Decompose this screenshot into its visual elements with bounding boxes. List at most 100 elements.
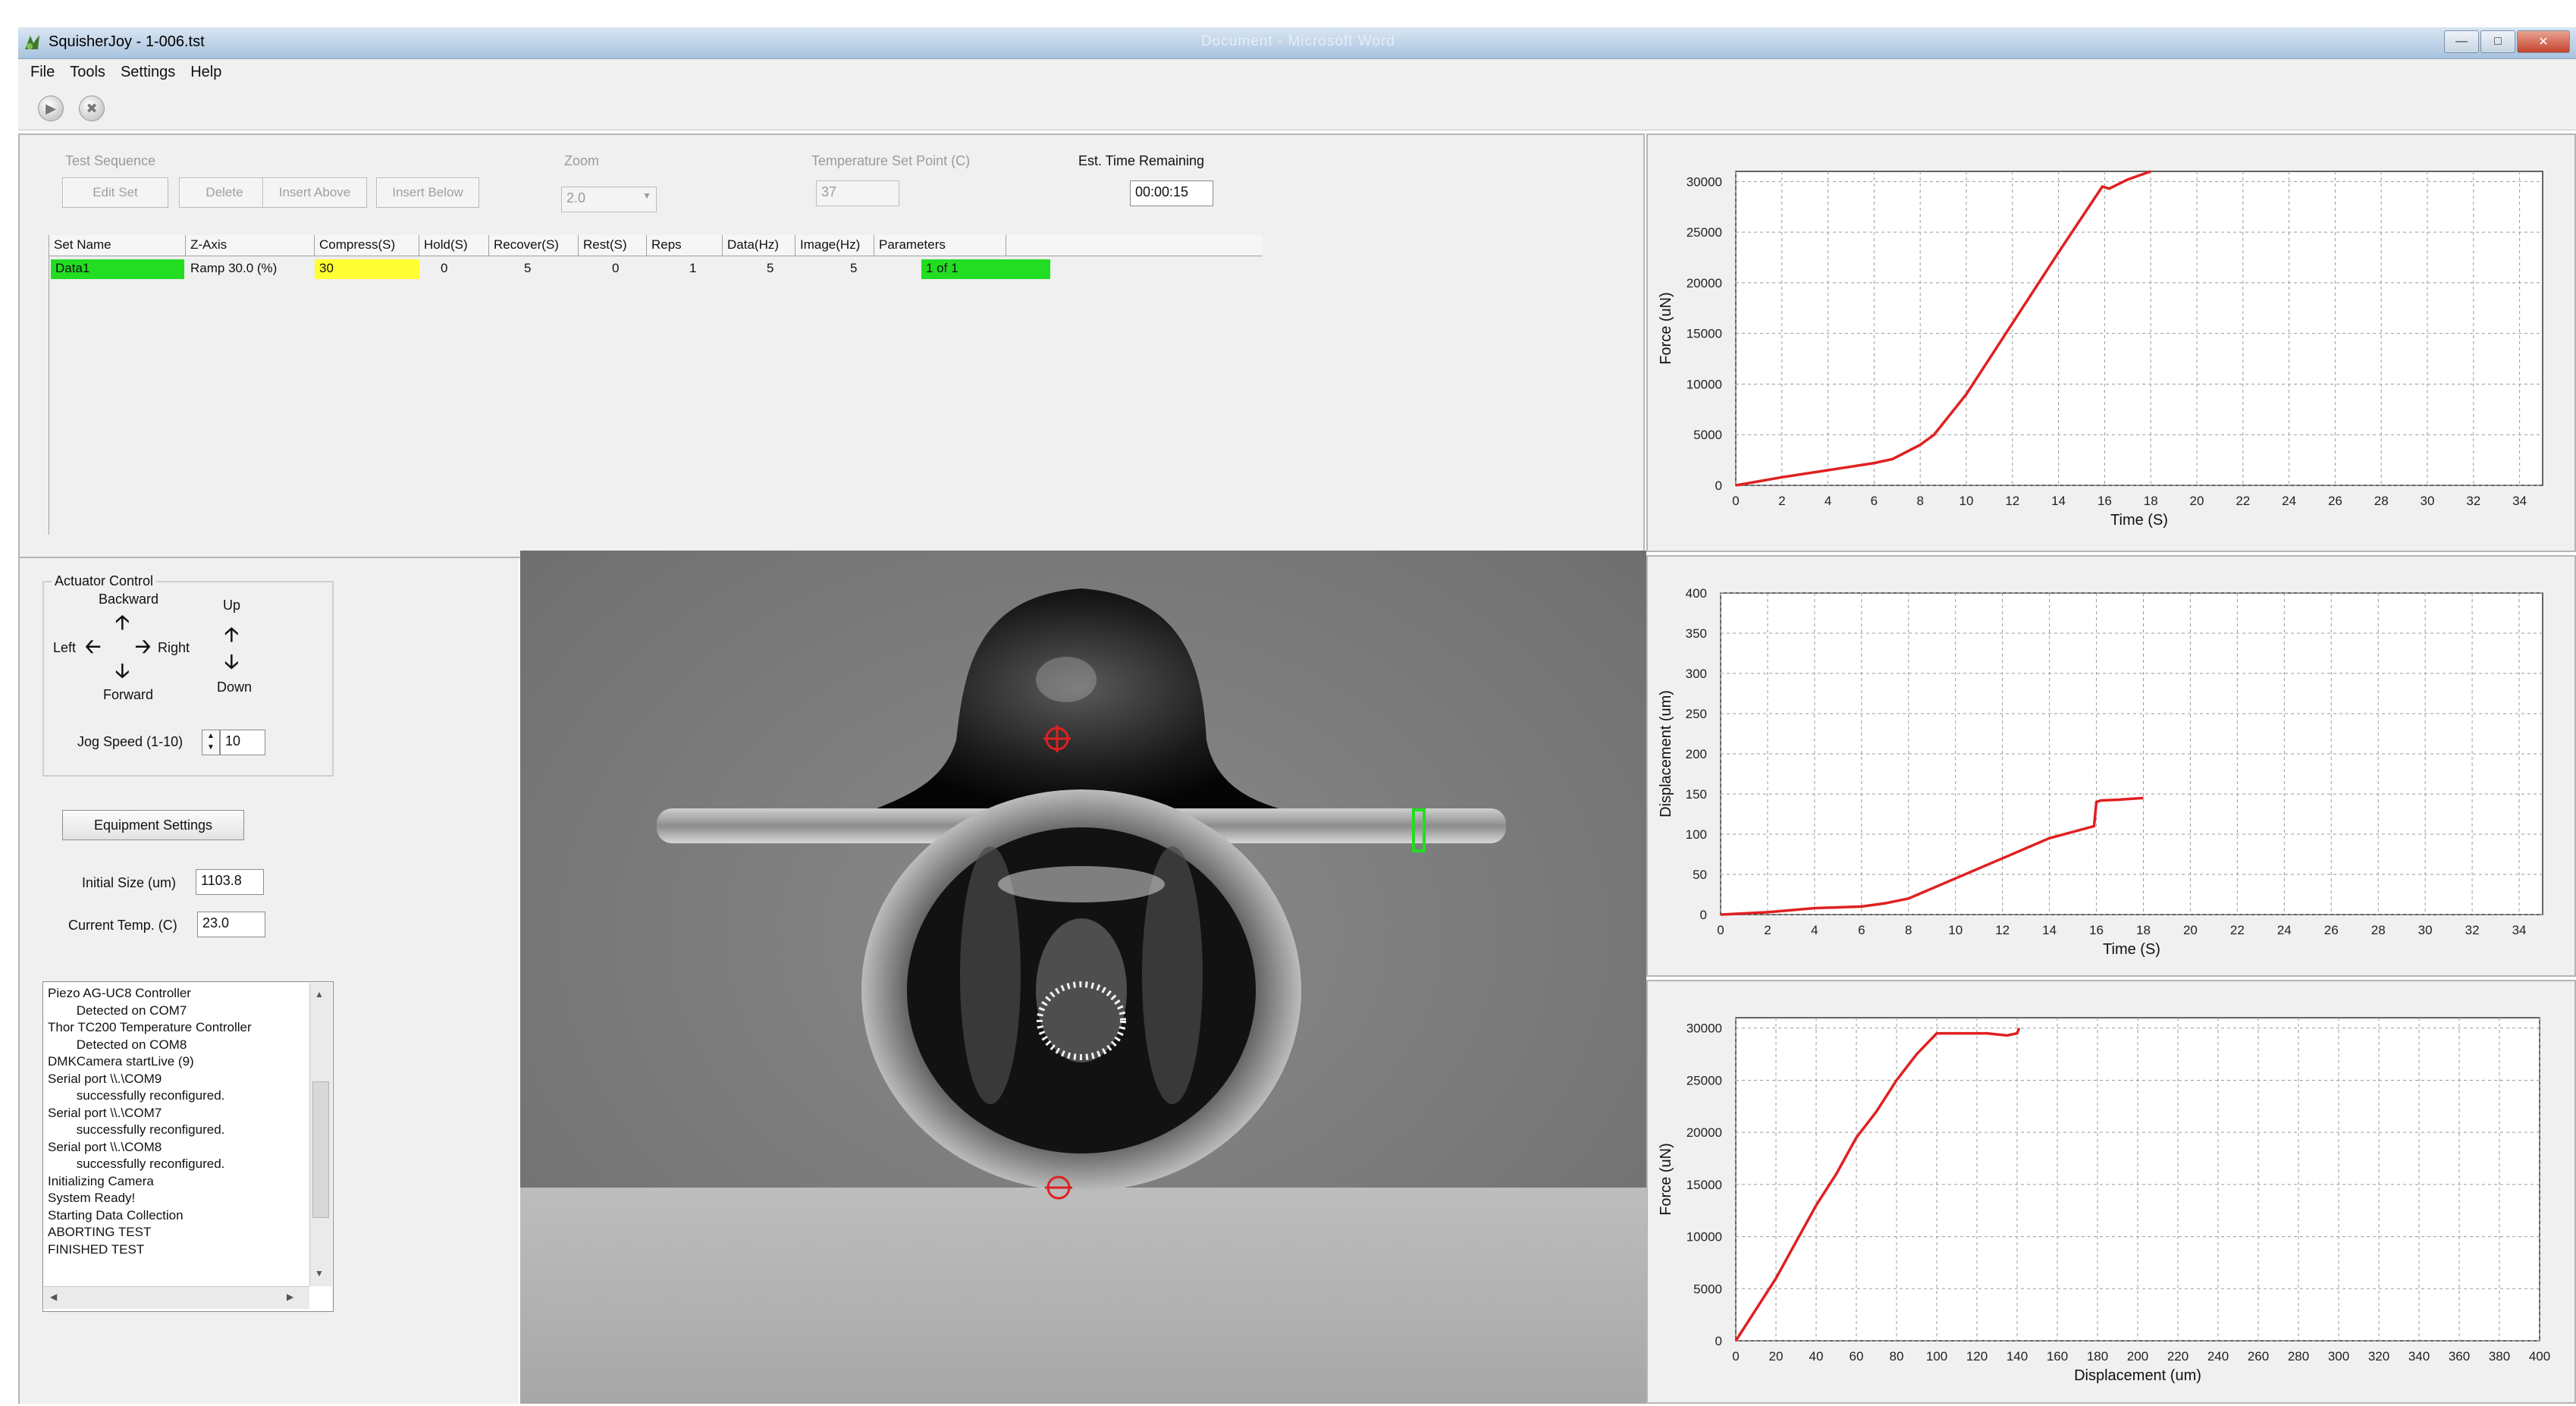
table-cell[interactable]: 1 xyxy=(689,261,697,275)
close-icon[interactable]: ✕ xyxy=(2517,30,2570,53)
y-tick-label: 150 xyxy=(1686,787,1707,802)
x-axis-label: Time (S) xyxy=(2110,512,2168,529)
jog-speed-spinner[interactable]: ▲ ▼ xyxy=(202,730,220,755)
x-tick-label: 26 xyxy=(2328,494,2342,508)
edit-set-button[interactable]: Edit Set xyxy=(62,177,168,208)
menu-settings[interactable]: Settings xyxy=(120,63,176,80)
insert-below-button[interactable]: Insert Below xyxy=(376,177,479,208)
x-tick-label: 30 xyxy=(2418,923,2433,937)
log-line: Piezo AG-UC8 Controller xyxy=(48,986,191,1000)
column-header[interactable]: Z-Axis xyxy=(186,235,315,256)
arrow-z-up-icon[interactable]: 🡡 xyxy=(224,623,239,645)
play-icon[interactable]: ▶ xyxy=(38,96,64,121)
backward-label: Backward xyxy=(99,592,159,607)
delete-button[interactable]: Delete xyxy=(179,177,270,208)
series-line xyxy=(1734,1028,2021,1342)
jog-speed-input[interactable]: 10 xyxy=(220,730,265,755)
menu-tools[interactable]: Tools xyxy=(70,63,105,80)
menu-help[interactable]: Help xyxy=(190,63,222,80)
initial-size-field[interactable]: 1103.8 xyxy=(196,869,264,895)
arrow-z-down-icon[interactable]: 🡣 xyxy=(224,650,239,673)
table-cell[interactable]: 5 xyxy=(850,261,858,275)
x-tick-label: 220 xyxy=(2167,1349,2189,1364)
window-controls: — □ ✕ xyxy=(2444,30,2570,53)
scroll-right-icon[interactable]: ▶ xyxy=(287,1291,294,1302)
x-tick-label: 8 xyxy=(1916,494,1923,508)
zoom-select[interactable]: 2.0 ▼ xyxy=(561,187,657,212)
x-tick-label: 20 xyxy=(1769,1349,1784,1364)
x-tick-label: 260 xyxy=(2248,1349,2269,1364)
title-bar[interactable]: SquisherJoy - 1-006.tst Document - Micro… xyxy=(18,27,2576,59)
scroll-up-icon[interactable]: ▲ xyxy=(315,989,324,1000)
column-header[interactable]: Data(Hz) xyxy=(723,235,795,256)
camera-view[interactable] xyxy=(520,551,1646,1404)
sequence-table[interactable]: Set Name Z-Axis Compress(S) Hold(S) Reco… xyxy=(49,235,1263,535)
column-header[interactable]: Rest(S) xyxy=(579,235,647,256)
x-tick-label: 10 xyxy=(1959,494,1974,508)
y-tick-label: 20000 xyxy=(1686,276,1722,290)
x-tick-label: 8 xyxy=(1905,923,1912,937)
arrow-down-icon[interactable]: 🡣 xyxy=(115,659,130,682)
arrow-up-icon[interactable]: 🡡 xyxy=(115,610,130,633)
x-tick-label: 6 xyxy=(1871,494,1878,508)
log-line: Thor TC200 Temperature Controller xyxy=(48,1020,252,1034)
x-tick-label: 34 xyxy=(2512,494,2527,508)
left-label: Left xyxy=(53,640,77,655)
arrow-left-icon[interactable]: 🡠 xyxy=(85,635,102,657)
column-header[interactable]: Recover(S) xyxy=(489,235,579,256)
x-tick-label: 280 xyxy=(2288,1349,2309,1364)
column-header[interactable]: Parameters xyxy=(874,235,1006,256)
x-tick-label: 12 xyxy=(2005,494,2019,508)
displacement-time-chart: 0 2 4 6 8 10 12 14 16 18 20 22 24 26 28 30 32 34 0 50 100 150… xyxy=(1646,555,2576,977)
log-horizontal-scrollbar[interactable]: ◀ ▶ xyxy=(44,1286,309,1309)
log-line: Serial port \\.\COM9 xyxy=(48,1071,162,1086)
column-header[interactable]: Hold(S) xyxy=(419,235,489,256)
table-cell[interactable]: Ramp 30.0 (%) xyxy=(190,261,278,275)
table-cell[interactable]: 30 xyxy=(315,259,419,279)
log-lines: Piezo AG-UC8 Controller Detected on COM7… xyxy=(48,985,328,1258)
x-tick-label: 16 xyxy=(2089,923,2104,937)
force-displacement-plot: 0 20 40 60 80 100 120 140 160 180 200 220 240 260 280 3… xyxy=(1658,1017,2550,1384)
column-header[interactable]: Reps xyxy=(647,235,723,256)
table-cell[interactable]: 0 xyxy=(441,261,448,275)
column-header[interactable]: Compress(S) xyxy=(315,235,419,256)
equipment-settings-button[interactable]: Equipment Settings xyxy=(62,810,244,840)
x-tick-label: 24 xyxy=(2277,923,2292,937)
table-cell[interactable]: 1 of 1 xyxy=(921,259,1050,279)
menu-file[interactable]: File xyxy=(30,63,55,80)
right-label: Right xyxy=(158,640,190,655)
insert-above-button[interactable]: Insert Above xyxy=(262,177,367,208)
x-tick-label: 32 xyxy=(2465,923,2480,937)
log-vertical-scrollbar[interactable]: ▲ ▼ xyxy=(309,983,332,1286)
arrow-right-icon[interactable]: 🡢 xyxy=(135,635,152,657)
force-time-chart: 0 2 4 6 8 10 12 14 16 18 20 22 24 26 28 30 32 34 0 5000 1000… xyxy=(1646,133,2576,552)
scroll-down-icon[interactable]: ▼ xyxy=(315,1268,324,1279)
x-tick-label: 30 xyxy=(2421,494,2435,508)
stop-icon[interactable]: ✖ xyxy=(79,96,105,121)
temperature-setpoint-input[interactable]: 37 xyxy=(816,180,899,206)
x-tick-label: 4 xyxy=(1811,923,1818,937)
status-log[interactable]: Piezo AG-UC8 Controller Detected on COM7… xyxy=(42,981,334,1312)
y-tick-label: 10000 xyxy=(1686,1230,1722,1244)
x-tick-label: 0 xyxy=(1717,923,1724,937)
column-header[interactable]: Set Name xyxy=(49,235,186,256)
table-cell[interactable]: 0 xyxy=(612,261,620,275)
test-sequence-label: Test Sequence xyxy=(65,153,156,168)
x-tick-label: 320 xyxy=(2368,1349,2389,1364)
maximize-icon[interactable]: □ xyxy=(2480,30,2515,53)
x-tick-label: 18 xyxy=(2144,494,2158,508)
scroll-thumb[interactable] xyxy=(312,1081,329,1218)
x-tick-label: 120 xyxy=(1966,1349,1988,1364)
table-cell[interactable]: 5 xyxy=(767,261,774,275)
x-tick-label: 28 xyxy=(2374,494,2389,508)
minimize-icon[interactable]: — xyxy=(2444,30,2479,53)
table-cell[interactable]: 5 xyxy=(524,261,532,275)
x-tick-label: 18 xyxy=(2136,923,2151,937)
y-tick-label: 350 xyxy=(1686,626,1707,641)
column-header[interactable]: Image(Hz) xyxy=(795,235,874,256)
x-tick-label: 22 xyxy=(2236,494,2250,508)
table-cell[interactable]: Data1 xyxy=(51,259,184,279)
platen-marker xyxy=(1412,808,1426,852)
log-line: Serial port \\.\COM7 xyxy=(48,1105,162,1120)
scroll-left-icon[interactable]: ◀ xyxy=(50,1291,58,1302)
